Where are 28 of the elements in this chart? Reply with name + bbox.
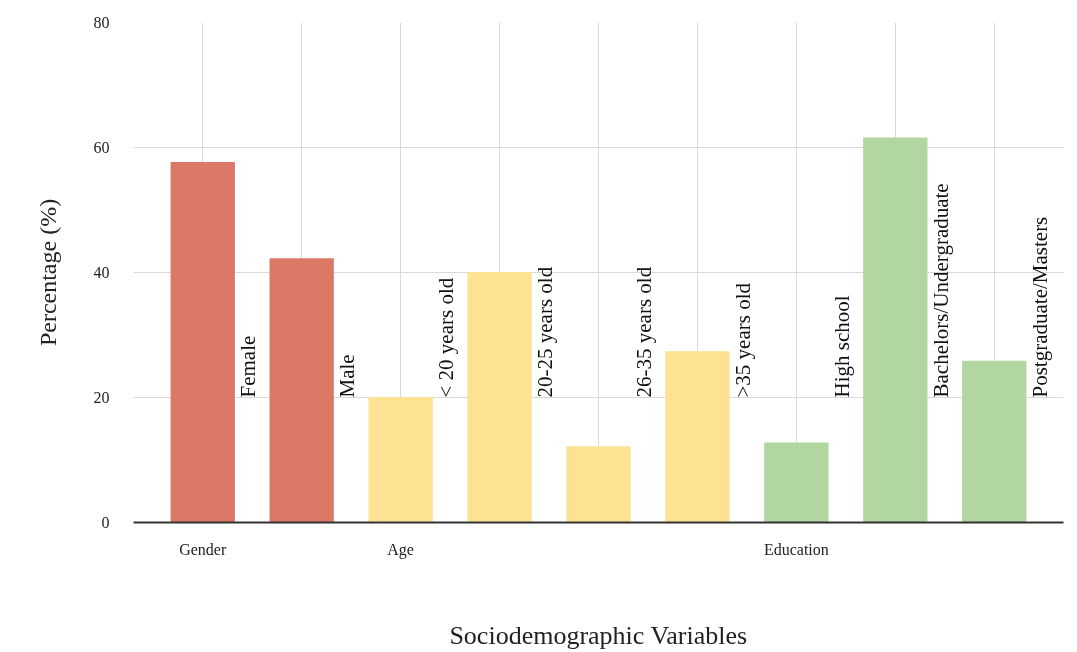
bar xyxy=(764,442,829,523)
y-tick-label: 40 xyxy=(93,264,110,281)
bar xyxy=(368,396,433,523)
bar xyxy=(566,446,631,523)
bar xyxy=(467,271,532,523)
y-tick-label: 80 xyxy=(93,14,110,31)
annotation: 26-35 years old xyxy=(632,266,657,398)
x-axis-title: Sociodemographic Variables xyxy=(449,620,748,650)
bar xyxy=(665,351,730,523)
annotation: 20-25 years old xyxy=(533,266,558,398)
annotation: >35 years old xyxy=(730,282,755,398)
y-tick-label: 60 xyxy=(93,139,110,156)
bar xyxy=(269,258,334,523)
annotation: Bachelors/Undergraduate xyxy=(928,183,953,398)
bar xyxy=(170,161,235,523)
annotation: < 20 years old xyxy=(434,277,459,398)
annotation: Postgraduate/Masters xyxy=(1027,216,1052,398)
bar xyxy=(863,137,928,523)
annotation: Female xyxy=(236,335,261,398)
bar xyxy=(962,360,1027,523)
x-tick-label: Education xyxy=(763,540,829,558)
annotation: Male xyxy=(335,354,360,398)
x-tick-label: Gender xyxy=(179,540,227,558)
y-tick-label: 0 xyxy=(101,514,110,531)
x-tick-label: Age xyxy=(387,540,414,559)
y-tick-label: 20 xyxy=(93,389,110,406)
annotation: High school xyxy=(829,295,854,398)
y-axis-title: Percentage (%) xyxy=(34,198,61,347)
